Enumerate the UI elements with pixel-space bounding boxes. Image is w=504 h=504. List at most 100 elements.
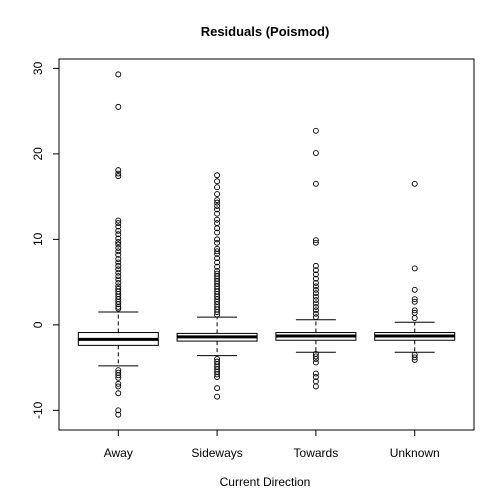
outlier-point bbox=[115, 303, 122, 310]
outlier-point bbox=[312, 280, 319, 286]
outlier-point bbox=[214, 178, 221, 185]
outlier-point bbox=[115, 259, 122, 266]
outlier-point bbox=[214, 206, 221, 213]
outlier-point bbox=[115, 227, 122, 234]
outlier-point bbox=[214, 210, 221, 217]
outlier-point bbox=[312, 297, 319, 304]
plot-frame bbox=[58, 58, 475, 431]
outlier-point bbox=[214, 309, 221, 315]
outlier-point bbox=[214, 216, 221, 223]
outlier-point bbox=[115, 374, 122, 381]
outlier-point bbox=[312, 275, 319, 282]
outlier-point bbox=[214, 239, 221, 246]
boxes-layer bbox=[77, 71, 456, 418]
outlier-point bbox=[312, 180, 319, 187]
outlier-point bbox=[312, 307, 319, 314]
y-tick-label: 0 bbox=[31, 321, 45, 328]
outlier-point bbox=[115, 173, 122, 180]
outlier-point bbox=[214, 371, 221, 378]
outlier-point bbox=[214, 250, 221, 257]
outlier-point bbox=[115, 266, 122, 273]
box-group-towards bbox=[275, 127, 357, 390]
outlier-point bbox=[115, 248, 122, 255]
outlier-point bbox=[115, 380, 122, 387]
outlier-point bbox=[312, 127, 319, 134]
outlier-point bbox=[312, 370, 319, 377]
outlier-point bbox=[312, 283, 319, 290]
outlier-point bbox=[214, 393, 221, 400]
box-group-away bbox=[77, 71, 159, 418]
outlier-point bbox=[214, 385, 221, 392]
outlier-point bbox=[115, 217, 122, 224]
outlier-point bbox=[115, 276, 122, 283]
outlier-point bbox=[214, 197, 221, 203]
outlier-point bbox=[214, 229, 221, 236]
outlier-point bbox=[115, 301, 122, 308]
outlier-point bbox=[115, 238, 122, 245]
outlier-point bbox=[214, 199, 221, 206]
outlier-point bbox=[115, 167, 122, 174]
outlier-point bbox=[411, 286, 418, 293]
outlier-point bbox=[115, 223, 122, 230]
outlier-point bbox=[214, 220, 221, 227]
outlier-point bbox=[115, 372, 122, 379]
outlier-point bbox=[411, 180, 418, 187]
chart-title: Residuals (Poismod) bbox=[201, 24, 330, 39]
outlier-point bbox=[115, 383, 122, 390]
x-axis: Away Sideways Towards Unknown bbox=[104, 430, 440, 460]
outlier-point bbox=[312, 303, 319, 310]
outlier-point bbox=[214, 225, 221, 232]
outlier-point bbox=[115, 256, 122, 262]
y-tick-label: -10 bbox=[31, 401, 45, 419]
outlier-point bbox=[312, 262, 319, 269]
outlier-point bbox=[214, 236, 221, 243]
outlier-point bbox=[312, 310, 319, 317]
x-tick-label: Away bbox=[104, 446, 133, 460]
outlier-point bbox=[312, 374, 319, 380]
outlier-point bbox=[115, 305, 122, 312]
outlier-point bbox=[411, 356, 418, 363]
box-group-unknown bbox=[374, 180, 456, 363]
outlier-point bbox=[312, 353, 319, 360]
outlier-point bbox=[411, 307, 418, 314]
outlier-point bbox=[115, 235, 122, 242]
outlier-point bbox=[312, 293, 319, 300]
outlier-point bbox=[312, 237, 319, 244]
outlier-point bbox=[411, 298, 418, 305]
outlier-point bbox=[312, 286, 319, 293]
y-tick-label: 20 bbox=[31, 147, 45, 161]
outlier-point bbox=[115, 251, 122, 258]
outlier-point bbox=[115, 390, 122, 397]
outlier-point bbox=[312, 383, 319, 390]
outlier-point bbox=[115, 103, 122, 110]
outlier-point bbox=[115, 231, 122, 238]
outlier-point bbox=[115, 244, 122, 251]
outlier-point bbox=[115, 241, 122, 248]
outlier-point bbox=[115, 269, 122, 276]
outlier-point bbox=[214, 255, 221, 262]
x-axis-label: Current Direction bbox=[220, 475, 311, 489]
outlier-point bbox=[411, 265, 418, 272]
box-group-sideways bbox=[176, 172, 258, 400]
outlier-point bbox=[312, 314, 319, 321]
outlier-point bbox=[411, 354, 418, 361]
outlier-point bbox=[115, 280, 122, 286]
outlier-point bbox=[312, 271, 319, 278]
y-tick-label: 10 bbox=[31, 232, 45, 246]
outlier-point bbox=[312, 150, 319, 156]
outlier-point bbox=[214, 184, 221, 191]
outlier-point bbox=[312, 290, 319, 297]
x-tick-label: Unknown bbox=[390, 446, 440, 460]
outlier-point bbox=[115, 71, 122, 78]
outlier-point bbox=[312, 239, 319, 246]
outlier-point bbox=[312, 359, 319, 366]
outlier-point bbox=[312, 267, 319, 274]
outlier-point bbox=[115, 411, 122, 418]
outlier-point bbox=[214, 203, 221, 209]
outlier-point bbox=[115, 170, 122, 177]
outlier-point bbox=[214, 248, 221, 255]
outlier-point bbox=[411, 315, 418, 321]
outlier-point bbox=[115, 220, 122, 227]
outlier-point bbox=[214, 263, 221, 270]
outlier-point bbox=[115, 273, 122, 280]
